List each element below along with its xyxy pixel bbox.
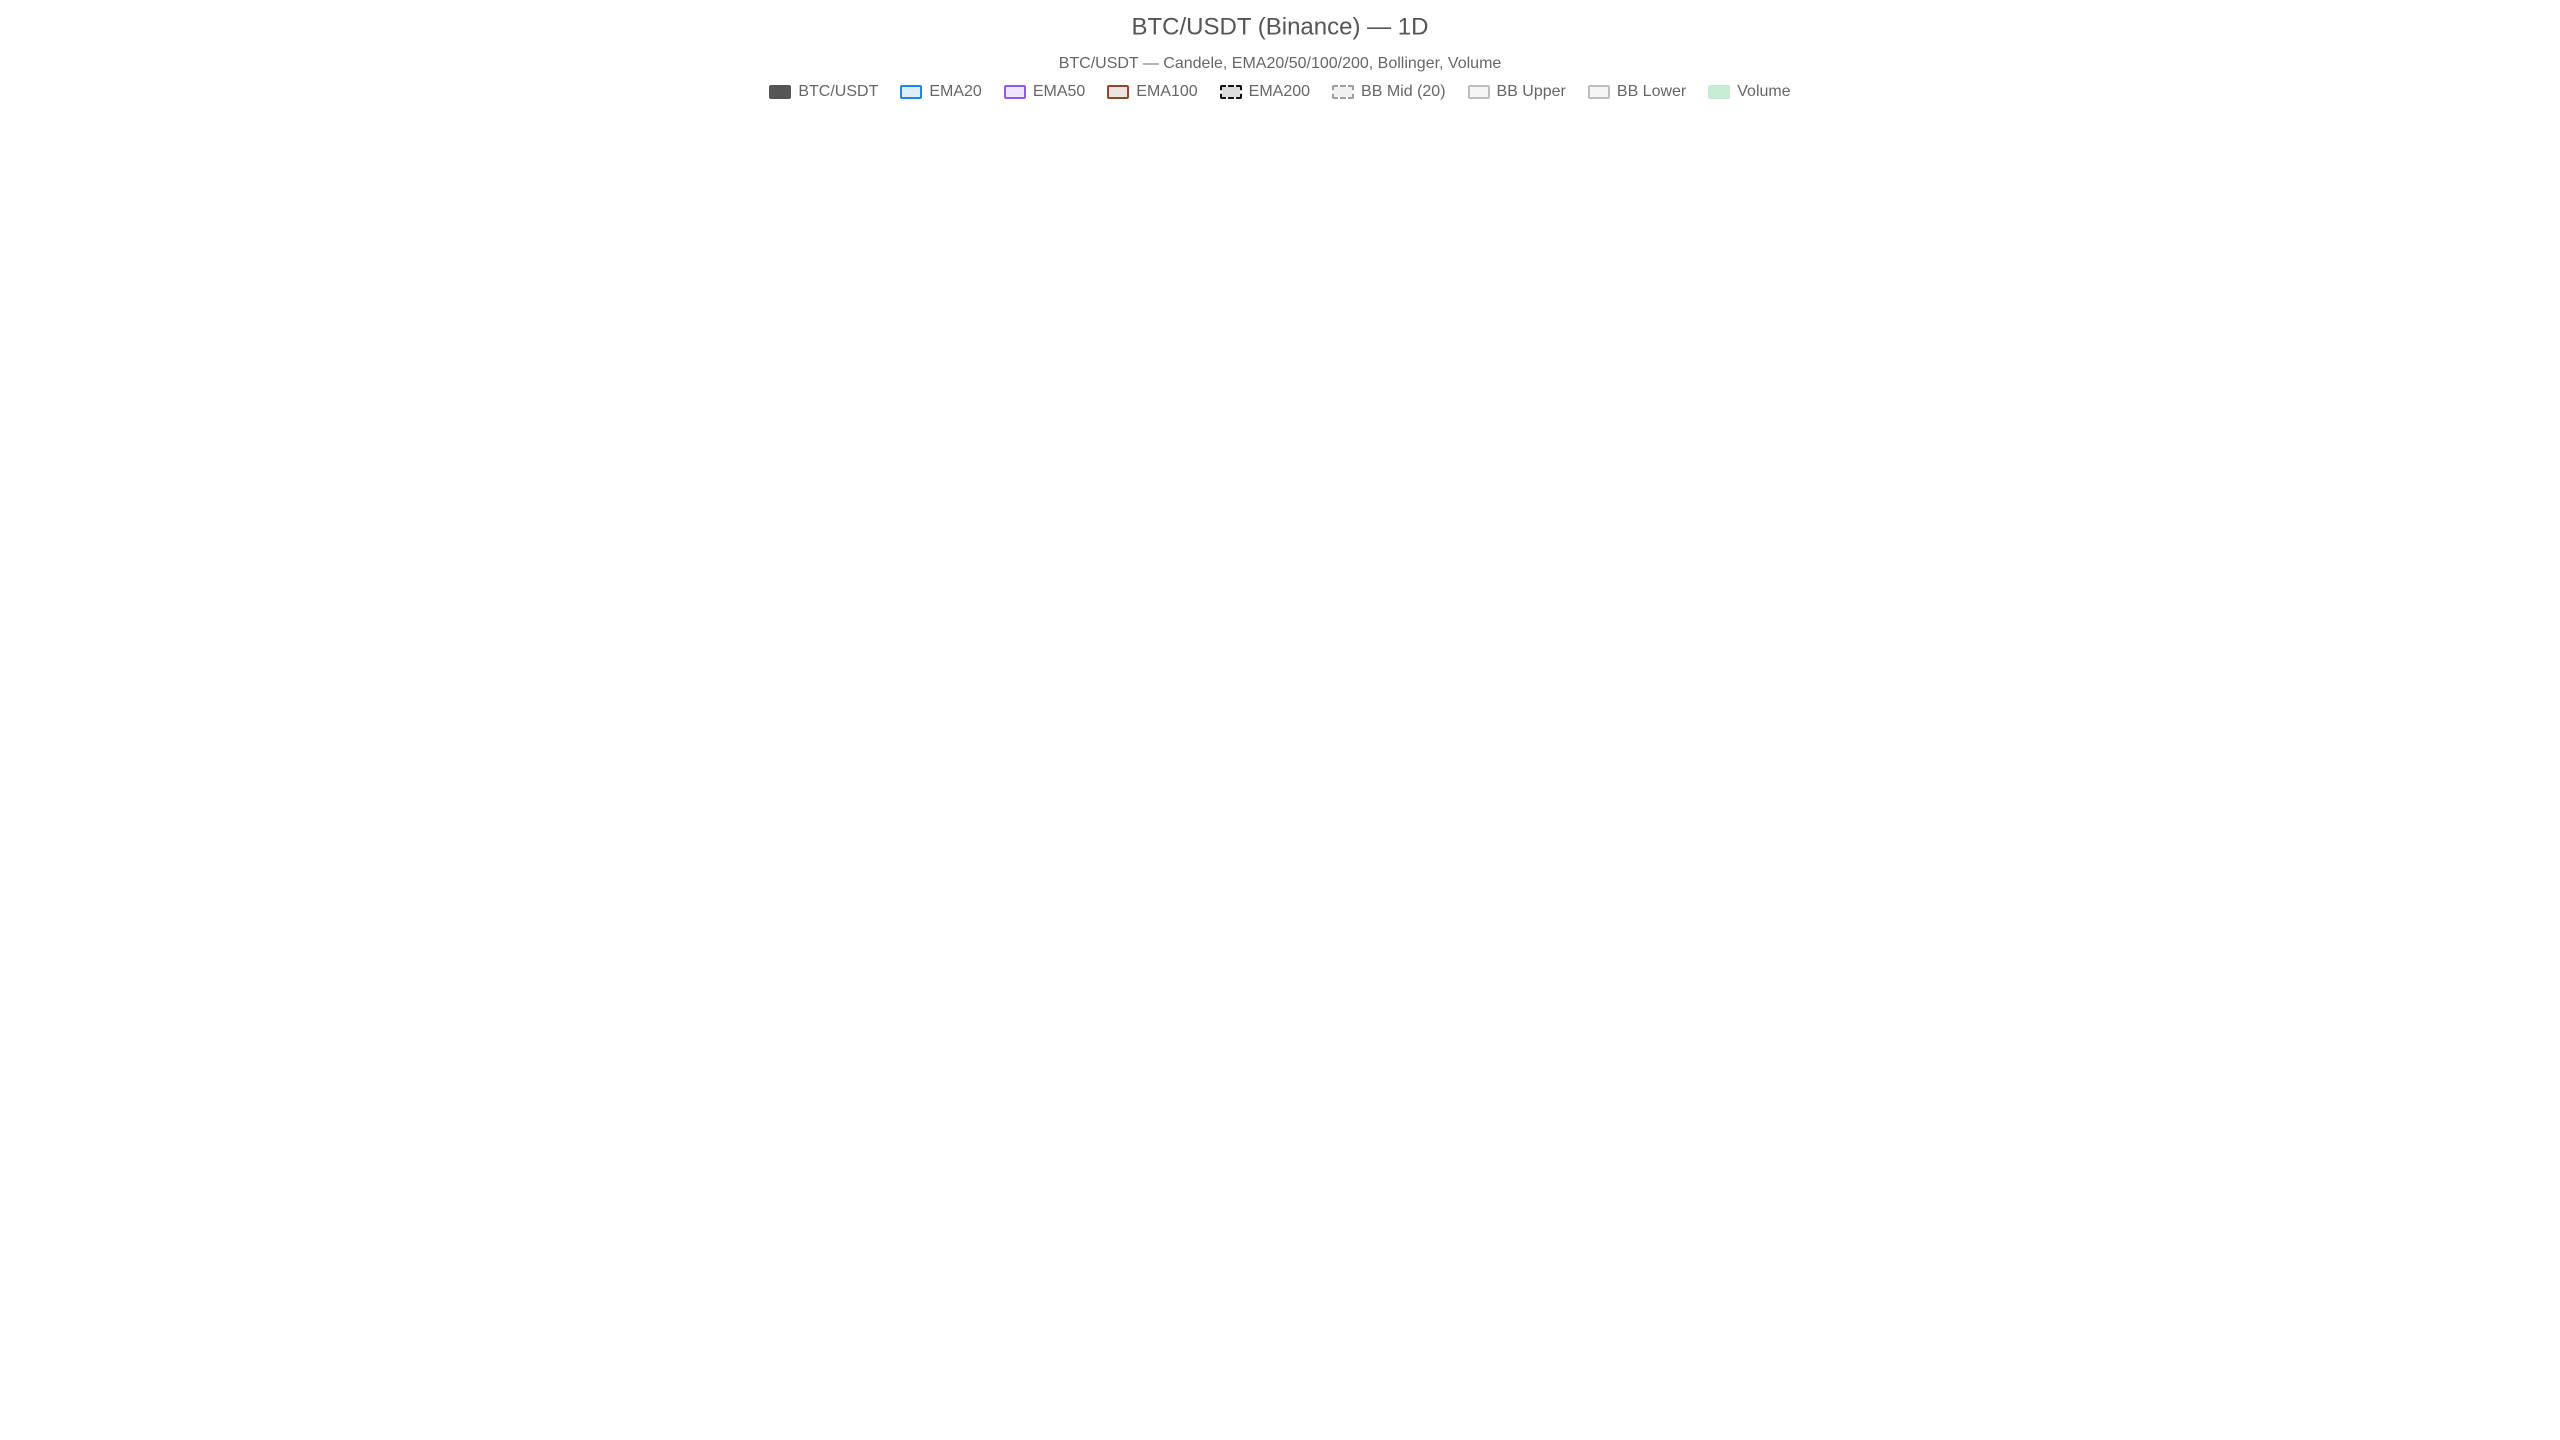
legend-label: BB Upper (1496, 83, 1566, 100)
chart-subtitle: BTC/USDT — Candele, EMA20/50/100/200, Bo… (1059, 55, 1502, 72)
legend-label: BB Lower (1616, 83, 1687, 100)
legend-swatch (900, 85, 923, 99)
legend-swatch (1587, 85, 1610, 99)
legend-item[interactable]: BTC/USDT (769, 83, 878, 101)
legend-swatch (1107, 85, 1130, 99)
legend-item[interactable]: EMA200 (1219, 83, 1311, 101)
legend-label: EMA200 (1248, 83, 1311, 100)
legend-swatch (1332, 85, 1355, 99)
legend-item[interactable]: BB Lower (1587, 83, 1687, 101)
legend-item[interactable]: BB Upper (1467, 83, 1566, 101)
legend-label: EMA50 (1032, 83, 1086, 100)
legend-label: BB Mid (20) (1361, 83, 1446, 100)
legend-swatch (1467, 85, 1490, 99)
chart-title: BTC/USDT (Binance) — 1D (1132, 13, 1429, 40)
legend: BTC/USDT EMA20 EMA50 EMA100 EMA200 BB Mid (20… (0, 83, 2560, 101)
legend-item[interactable]: EMA20 (900, 83, 982, 101)
legend-label: Volume (1737, 83, 1791, 100)
legend-label: BTC/USDT (798, 83, 879, 100)
legend-label: EMA20 (929, 83, 982, 100)
legend-item[interactable]: EMA50 (1003, 83, 1086, 101)
legend-item[interactable]: BB Mid (20) (1332, 83, 1446, 101)
legend-swatch (769, 85, 792, 99)
legend-item[interactable]: Volume (1708, 83, 1791, 101)
legend-swatch (1003, 85, 1026, 99)
legend-label: EMA100 (1136, 83, 1198, 100)
legend-swatch (1708, 85, 1731, 99)
legend-item[interactable]: EMA100 (1107, 83, 1198, 101)
legend-swatch (1219, 85, 1242, 99)
